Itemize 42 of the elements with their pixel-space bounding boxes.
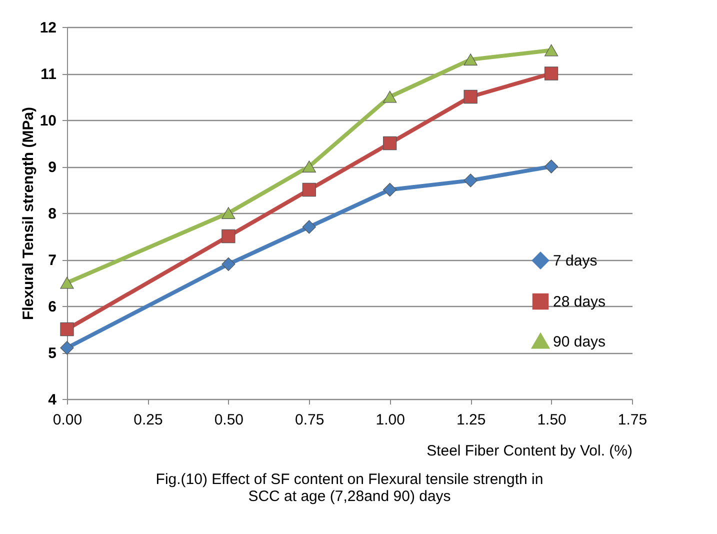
point — [222, 229, 236, 244]
point — [222, 257, 236, 271]
legend-label: 7 days — [553, 252, 598, 270]
x-tick-label: 0.75 — [295, 412, 324, 428]
y-tick-label: 10 — [40, 112, 56, 130]
x-tick-label: 0.25 — [134, 412, 163, 428]
point — [60, 276, 74, 289]
point — [383, 136, 397, 150]
x-axis-title: Steel Fiber Content by Vol. (%) — [426, 442, 632, 460]
y-tick-label: 4 — [48, 392, 58, 408]
y-tick-label: 11 — [40, 66, 56, 83]
y-tick-label: 6 — [48, 298, 56, 316]
x-tick-label: 0.00 — [52, 412, 82, 428]
point — [544, 160, 558, 174]
y-tick-label: 5 — [48, 345, 56, 362]
y-tick-label: 9 — [48, 159, 56, 176]
x-tick-label: 1.25 — [456, 412, 486, 428]
text: Fig.(10) Effect of SF content on Flexural tensile strength in — [156, 471, 544, 488]
point — [302, 182, 316, 197]
point — [302, 220, 316, 234]
y-tick-label: 7 — [48, 252, 56, 269]
legend-label: 28 days — [553, 294, 606, 310]
point — [544, 66, 558, 80]
y-tick-label: 12 — [40, 20, 56, 36]
point — [464, 174, 478, 188]
point — [464, 90, 478, 104]
point — [60, 341, 74, 355]
point — [383, 182, 397, 197]
y-tick-label: 8 — [48, 206, 56, 222]
x-tick-label: 1.50 — [537, 412, 566, 428]
legend-label: 90 days — [553, 334, 606, 350]
point — [60, 322, 74, 336]
y-axis-title: Flexural Tensil strength (MPa) — [20, 106, 37, 320]
point — [464, 54, 478, 66]
point — [544, 44, 558, 56]
x-tick-label: 0.50 — [214, 412, 244, 428]
point — [383, 90, 397, 103]
x-tick-label: 1.00 — [376, 412, 405, 428]
point — [302, 160, 316, 172]
text: SCC at age (7,28and 90) days — [248, 488, 451, 505]
x-tick-label: 1.75 — [618, 412, 648, 428]
point — [222, 207, 236, 219]
